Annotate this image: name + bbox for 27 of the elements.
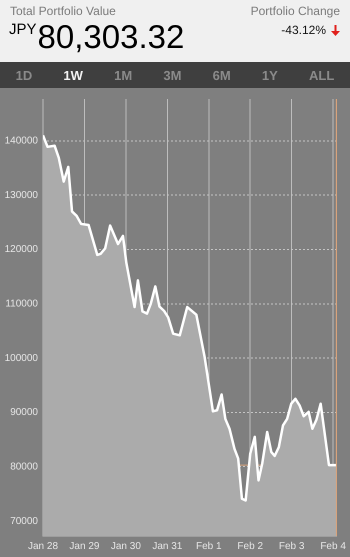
y-tick-label: 90000 (10, 407, 38, 418)
x-tick-label: Feb 4 (320, 540, 346, 552)
x-tick-label: Feb 3 (278, 540, 305, 552)
y-tick-label: 140000 (4, 136, 38, 147)
y-tick-label: 70000 (10, 516, 38, 527)
text: 1W (63, 68, 83, 82)
text: 1Y (262, 68, 278, 82)
x-tick-label: Jan 31 (152, 540, 183, 552)
text: -43.12% (281, 23, 326, 37)
y-tick-label: 100000 (4, 352, 38, 364)
y-tick-label: 130000 (4, 190, 38, 201)
text: 1D (16, 68, 32, 82)
y-tick-label: 120000 (4, 244, 38, 256)
x-tick-label: Jan 28 (28, 540, 58, 552)
x-tick-label: Feb 2 (237, 540, 264, 552)
text: 6M (212, 68, 231, 82)
x-tick-label: Feb 1 (196, 540, 222, 552)
x-tick-label: Jan 30 (110, 540, 142, 552)
text: 1M (114, 68, 132, 82)
text: ALL (309, 68, 334, 82)
y-tick-label: 80000 (10, 461, 38, 472)
chart-title: Total Portfolio Value (10, 4, 116, 18)
chart-subtitle: $^{JPY}$80,303.32 (9, 18, 184, 56)
y-tick-label: 110000 (5, 298, 38, 310)
text: 3M (163, 68, 182, 82)
text: Portfolio Change (250, 4, 340, 18)
x-tick-label: Jan 29 (69, 540, 100, 552)
